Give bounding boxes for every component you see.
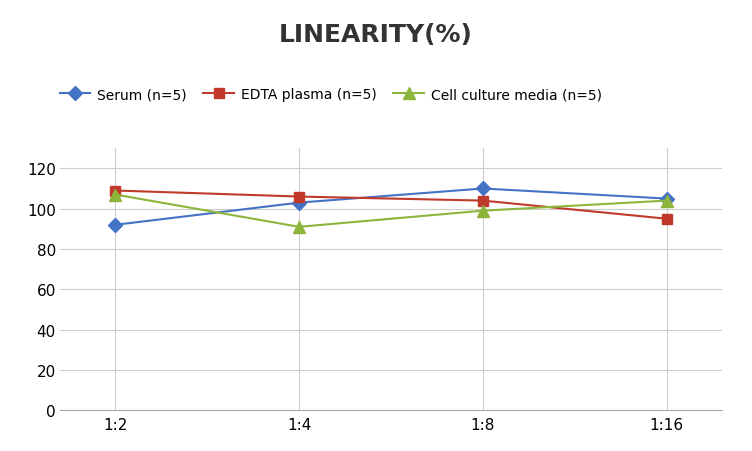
Serum (n=5) [111,223,120,228]
Line: Cell culture media (n=5): Cell culture media (n=5) [110,189,672,233]
Serum (n=5) [295,200,304,206]
EDTA plasma (n=5) [295,194,304,200]
Line: Serum (n=5): Serum (n=5) [111,184,672,230]
Cell culture media (n=5) [663,198,672,204]
Legend: Serum (n=5), EDTA plasma (n=5), Cell culture media (n=5): Serum (n=5), EDTA plasma (n=5), Cell cul… [59,88,602,102]
EDTA plasma (n=5) [663,216,672,222]
Cell culture media (n=5) [111,193,120,198]
Text: LINEARITY(%): LINEARITY(%) [279,23,473,46]
Serum (n=5) [478,186,487,192]
EDTA plasma (n=5) [478,198,487,204]
Cell culture media (n=5) [295,225,304,230]
Line: EDTA plasma (n=5): EDTA plasma (n=5) [111,186,672,224]
Cell culture media (n=5) [478,208,487,214]
Serum (n=5) [663,197,672,202]
EDTA plasma (n=5) [111,189,120,194]
